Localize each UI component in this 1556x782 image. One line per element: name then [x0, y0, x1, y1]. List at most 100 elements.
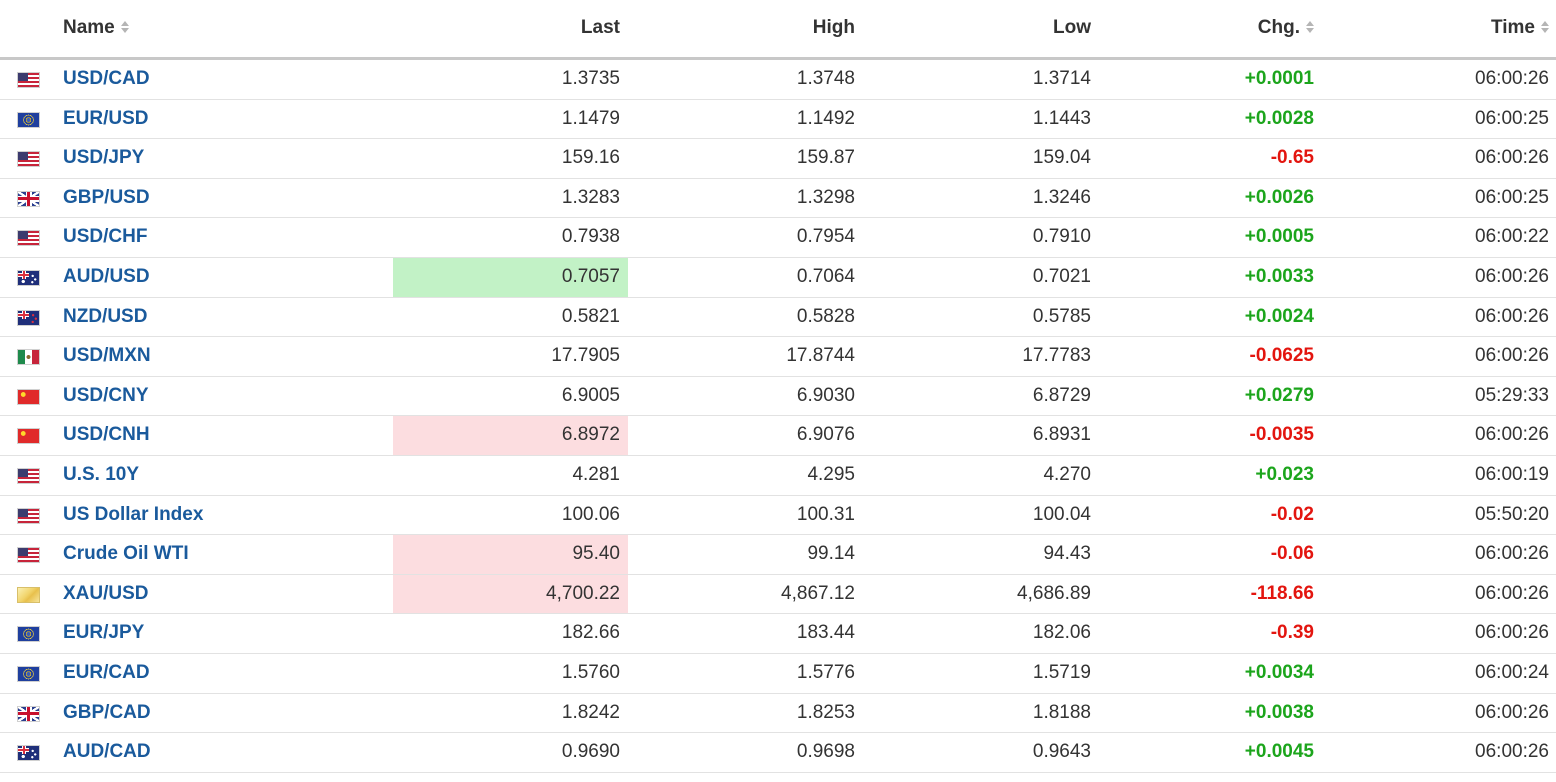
change-value: +0.023 — [1255, 463, 1314, 485]
us-flag-icon — [17, 151, 40, 168]
table-row: EUR/USD 1.1479 1.1492 1.1443 +0.0028 06:00:25 — [0, 100, 1556, 140]
change-value: +0.0045 — [1244, 741, 1314, 763]
change-value: +0.0024 — [1244, 305, 1314, 327]
high-value: 4,867.12 — [781, 582, 855, 604]
change-value: +0.0038 — [1244, 701, 1314, 723]
instrument-link[interactable]: USD/CHF — [63, 226, 148, 248]
us-flag-icon — [17, 507, 40, 524]
low-value: 17.7783 — [1022, 345, 1091, 367]
table-body: USD/CAD 1.3735 1.3748 1.3714 +0.0001 06:00:26… — [0, 60, 1556, 773]
table-row: GBP/USD 1.3283 1.3298 1.3246 +0.0026 06:00:25 — [0, 179, 1556, 219]
instrument-link[interactable]: USD/CAD — [63, 68, 150, 89]
instrument-link[interactable]: EUR/JPY — [63, 622, 145, 644]
instrument-link[interactable]: GBP/USD — [63, 186, 150, 208]
instrument-link[interactable]: EUR/USD — [63, 107, 149, 129]
last-value: 0.7057 — [393, 257, 628, 297]
change-value: -0.39 — [1270, 622, 1314, 644]
table-row: U.S. 10Y 4.281 4.295 4.270 +0.023 06:00:19 — [0, 456, 1556, 496]
table-row: GBP/CAD 1.8242 1.8253 1.8188 +0.0038 06:00:26 — [0, 694, 1556, 734]
column-header-name-label: Name — [63, 17, 115, 38]
time-value: 06:00:26 — [1475, 345, 1549, 367]
last-value: 100.06 — [561, 503, 620, 525]
low-value: 159.04 — [1032, 147, 1091, 169]
table-row: USD/CNY 6.9005 6.9030 6.8729 +0.0279 05:29:33 — [0, 377, 1556, 417]
low-value: 182.06 — [1032, 622, 1091, 644]
time-value: 06:00:26 — [1475, 68, 1549, 89]
instrument-link[interactable]: US Dollar Index — [63, 503, 204, 525]
instrument-link[interactable]: EUR/CAD — [63, 661, 150, 683]
instrument-link[interactable]: USD/CNH — [63, 424, 150, 446]
low-value: 4,686.89 — [1017, 582, 1091, 604]
time-value: 06:00:26 — [1475, 543, 1549, 565]
table-row: USD/CNH 6.8972 6.9076 6.8931 -0.0035 06:00:26 — [0, 416, 1556, 456]
instrument-link[interactable]: U.S. 10Y — [63, 463, 140, 485]
column-header-high-label: High — [812, 17, 855, 38]
time-value: 06:00:26 — [1475, 701, 1549, 723]
us-flag-icon — [17, 547, 40, 564]
high-value: 0.9698 — [796, 741, 855, 763]
column-header-chg[interactable]: Chg. — [1258, 16, 1314, 40]
column-header-time-label: Time — [1490, 17, 1535, 38]
low-value: 1.8188 — [1032, 701, 1091, 723]
last-value: 6.9005 — [561, 384, 620, 406]
table-row: USD/CHF 0.7938 0.7954 0.7910 +0.0005 06:00:22 — [0, 218, 1556, 258]
change-value: -0.0035 — [1249, 424, 1314, 446]
instrument-link[interactable]: AUD/USD — [63, 265, 150, 287]
change-value: -0.02 — [1270, 503, 1314, 525]
last-value: 95.40 — [393, 535, 628, 574]
change-value: -0.0625 — [1249, 345, 1314, 367]
low-value: 1.3714 — [1032, 68, 1091, 89]
high-value: 0.7954 — [796, 226, 855, 248]
low-value: 6.8729 — [1032, 384, 1091, 406]
high-value: 183.44 — [796, 622, 855, 644]
sort-icon[interactable] — [1306, 20, 1314, 34]
table-row: US Dollar Index 100.06 100.31 100.04 -0.02 05… — [0, 496, 1556, 536]
time-value: 06:00:26 — [1475, 582, 1549, 604]
column-header-low: Low — [1053, 16, 1091, 40]
last-value: 182.66 — [561, 622, 620, 644]
low-value: 1.1443 — [1032, 107, 1091, 129]
table-row: NZD/USD 0.5821 0.5828 0.5785 +0.0024 06:00:26 — [0, 298, 1556, 338]
change-value: +0.0033 — [1244, 265, 1314, 287]
sort-icon[interactable] — [1541, 20, 1549, 34]
column-header-low-label: Low — [1053, 17, 1091, 38]
table-row: AUD/USD 0.7057 0.7064 0.7021 +0.0033 06:00:26 — [0, 257, 1556, 298]
gb-flag-icon — [17, 705, 40, 722]
table-row: USD/CAD 1.3735 1.3748 1.3714 +0.0001 06:00:26 — [0, 60, 1556, 100]
low-value: 1.3246 — [1032, 186, 1091, 208]
change-value: -0.06 — [1270, 543, 1314, 565]
high-value: 17.8744 — [786, 345, 855, 367]
instrument-link[interactable]: AUD/CAD — [63, 741, 151, 763]
column-header-time[interactable]: Time — [1491, 16, 1549, 40]
cn-flag-icon — [17, 388, 40, 405]
time-value: 06:00:26 — [1475, 622, 1549, 644]
instrument-link[interactable]: USD/CNY — [63, 384, 149, 406]
instrument-link[interactable]: USD/MXN — [63, 345, 151, 367]
time-value: 06:00:26 — [1475, 305, 1549, 327]
instrument-link[interactable]: USD/JPY — [63, 147, 145, 169]
au-flag-icon — [17, 269, 40, 286]
last-value: 0.9690 — [561, 741, 620, 763]
high-value: 6.9076 — [796, 424, 855, 446]
instrument-link[interactable]: NZD/USD — [63, 305, 148, 327]
time-value: 06:00:25 — [1475, 186, 1549, 208]
gold-icon — [17, 586, 40, 603]
high-value: 1.8253 — [796, 701, 855, 723]
time-value: 06:00:26 — [1475, 265, 1549, 287]
instrument-link[interactable]: GBP/CAD — [63, 701, 151, 723]
table-header: Name Last High Low Chg. Time — [0, 0, 1556, 60]
instrument-link[interactable]: XAU/USD — [63, 582, 149, 604]
column-header-name[interactable]: Name — [63, 16, 129, 40]
instrument-link[interactable]: Crude Oil WTI — [63, 543, 189, 565]
high-value: 159.87 — [796, 147, 855, 169]
table-row: EUR/CAD 1.5760 1.5776 1.5719 +0.0034 06:00:24 — [0, 654, 1556, 694]
us-flag-icon — [17, 230, 40, 247]
change-value: -118.66 — [1250, 582, 1314, 604]
table-row: EUR/JPY 182.66 183.44 182.06 -0.39 06:00:26 — [0, 614, 1556, 654]
sort-icon[interactable] — [120, 20, 129, 34]
high-value: 100.31 — [796, 503, 855, 525]
high-value: 1.3748 — [796, 68, 855, 89]
change-value: +0.0028 — [1244, 107, 1314, 129]
last-value: 0.5821 — [561, 305, 620, 327]
